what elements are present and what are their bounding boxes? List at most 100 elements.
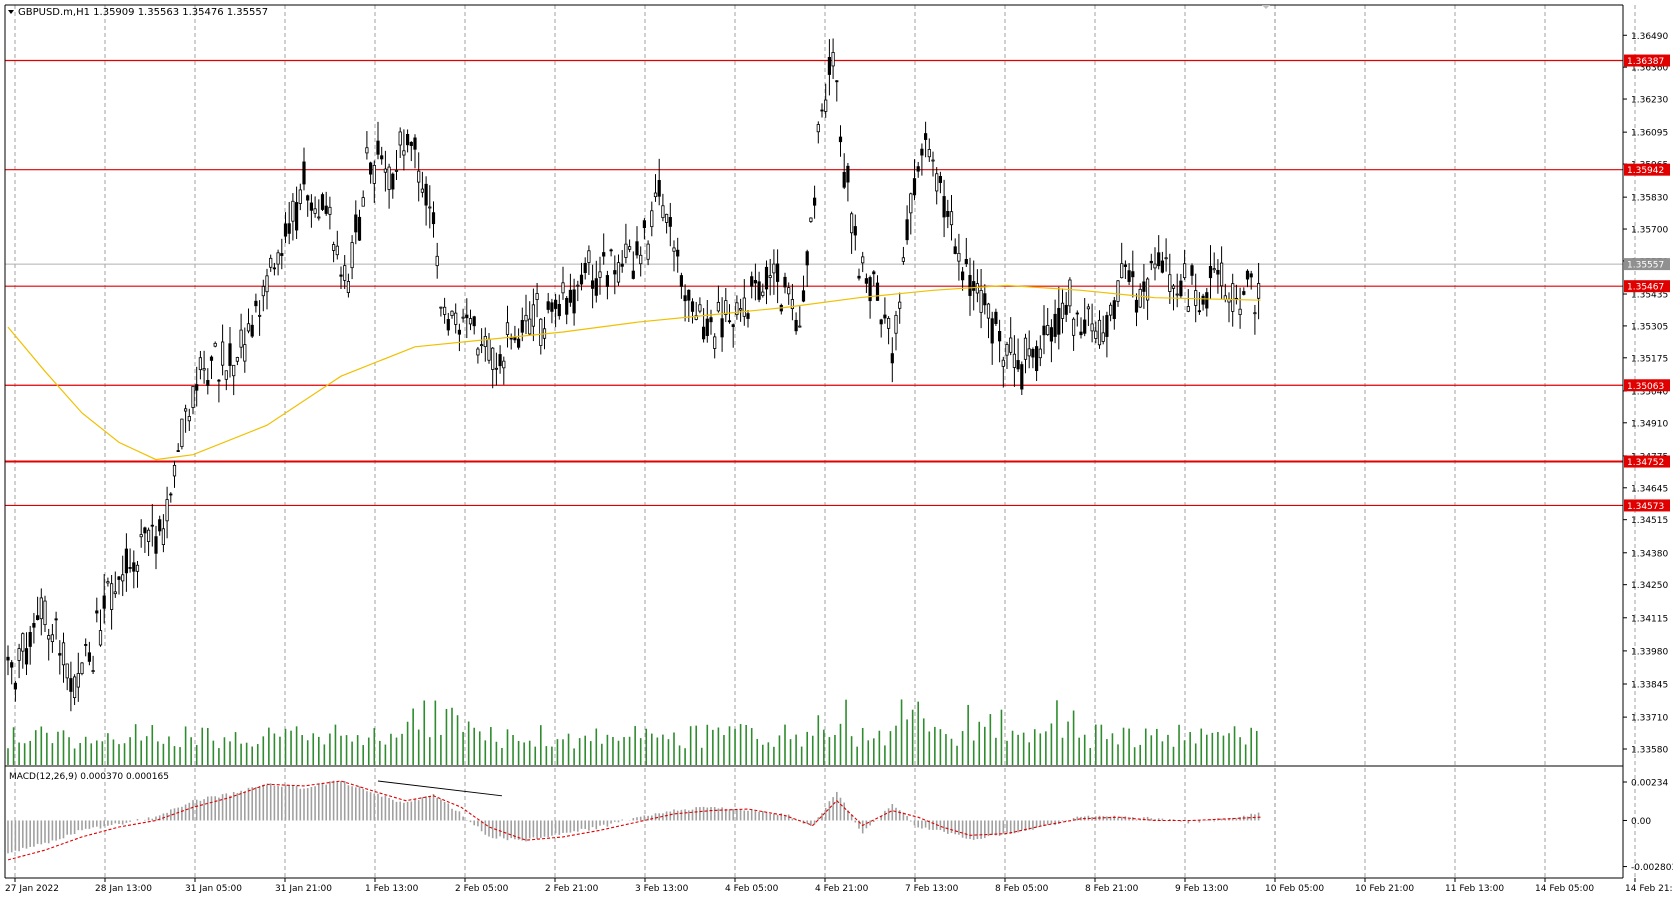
candle-body [1023, 337, 1028, 360]
candle-body [195, 384, 199, 391]
candle-body [28, 632, 32, 647]
candle-body [232, 364, 236, 377]
candle-body [1109, 304, 1113, 316]
time-tick-label: 10 Feb 05:00 [1265, 884, 1324, 894]
candle-body [372, 164, 376, 184]
moving-average-line [7, 284, 1261, 461]
candle-body [1175, 293, 1179, 296]
time-tick-label: 2 Feb 05:00 [455, 884, 509, 894]
candle-body [776, 263, 780, 282]
candle-body [1038, 348, 1042, 359]
horizontal-levels[interactable] [5, 59, 1623, 507]
candle-body [835, 80, 839, 83]
macd-indicator [7, 780, 1261, 861]
candle-body [394, 170, 399, 172]
candle-body [1005, 344, 1009, 356]
candle-body [1142, 281, 1146, 292]
candle-body [246, 323, 251, 332]
candle-body [343, 265, 347, 281]
candle-body [54, 618, 58, 621]
candle-body [1220, 262, 1224, 287]
candle-body [816, 124, 820, 133]
candle-body [350, 242, 354, 269]
candle-body [613, 270, 617, 275]
candle-body [202, 368, 206, 371]
candle-body [572, 289, 576, 314]
candle-body [280, 253, 284, 256]
candle-body [91, 670, 95, 672]
price-tick-label: 1.35175 [1631, 354, 1668, 364]
candle-body [1079, 331, 1083, 336]
candle-body [1020, 364, 1024, 390]
level-price-label-bg [1624, 455, 1670, 468]
candle-body [228, 343, 232, 366]
candle-body [1186, 306, 1190, 312]
candle-body [317, 216, 321, 219]
candle-body [442, 306, 447, 315]
candle-body [831, 52, 835, 67]
candle-body [879, 319, 883, 325]
candle-body [554, 299, 558, 309]
candle-body [380, 155, 384, 160]
candle-body [901, 257, 906, 262]
candle-body [446, 319, 450, 331]
candle-body [306, 195, 310, 201]
candle-body [1068, 279, 1072, 307]
chevron-down-icon[interactable] [8, 10, 14, 14]
candle-body [250, 324, 254, 337]
candle-body [494, 367, 499, 370]
candle-body [269, 257, 273, 268]
candle-body [487, 338, 491, 361]
candle-body [1168, 274, 1172, 292]
candle-body [1027, 348, 1031, 357]
candle-body [672, 247, 676, 252]
candle-body [1231, 283, 1235, 312]
level-price-label: 1.35467 [1627, 283, 1664, 293]
candle-body [261, 286, 265, 297]
candle-body [439, 306, 443, 309]
candle-body [824, 99, 828, 112]
candle-body [1009, 337, 1013, 353]
candle-body [920, 148, 924, 156]
candle-body [1197, 310, 1201, 313]
current-price-label: 1.35557 [1627, 261, 1664, 271]
candle-body [1194, 290, 1198, 306]
candle-body [417, 170, 421, 183]
time-tick-label: 4 Feb 21:00 [815, 884, 869, 894]
candle-body [420, 188, 425, 193]
macd-tick-label: -0.002803 [1631, 863, 1673, 873]
candle-body [579, 274, 584, 285]
candle-body [309, 202, 314, 211]
candle-body [953, 246, 957, 254]
candle-body [857, 275, 861, 279]
candle-body [961, 271, 965, 281]
candle-body [376, 140, 380, 155]
candle-body [616, 262, 621, 283]
candle-body [872, 271, 876, 275]
candle-body [1035, 346, 1039, 372]
candle-body [898, 301, 902, 309]
candle-body [476, 348, 480, 356]
candle-body [1101, 332, 1105, 342]
candle-body [150, 524, 154, 527]
candle-body [502, 360, 506, 369]
candle-body [431, 212, 436, 225]
candle-body [472, 316, 476, 327]
candle-body [320, 194, 325, 210]
candle-body [561, 282, 565, 294]
candle-body [24, 648, 29, 665]
candle-body [106, 581, 110, 584]
candle-body [391, 173, 395, 190]
candle-body [513, 337, 517, 341]
candle-body [220, 341, 225, 366]
level-price-label: 1.35942 [1627, 166, 1664, 176]
candle-body [1001, 359, 1005, 367]
candle-body [84, 644, 88, 646]
candle-body [139, 534, 143, 538]
candle-body [161, 528, 165, 546]
candle-body [583, 263, 587, 273]
shift-marker-icon[interactable] [1262, 5, 1270, 9]
candle-body [916, 166, 920, 172]
